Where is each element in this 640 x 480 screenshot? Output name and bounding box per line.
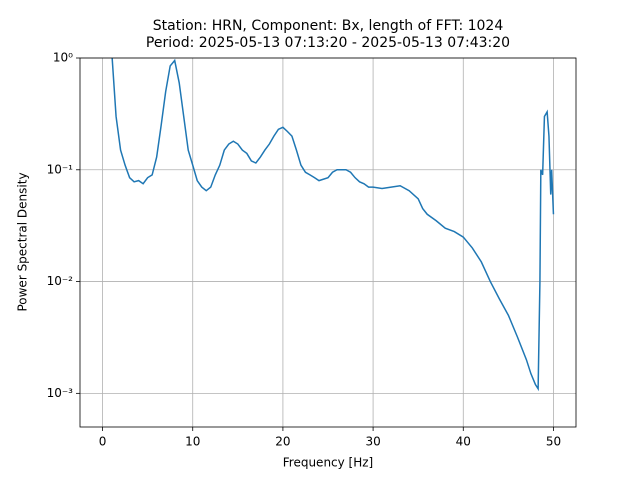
line-series [111,58,555,392]
x-axis-label: Frequency [Hz] [283,456,374,470]
x-tick-label: 30 [365,435,380,449]
chart-title: Period: 2025-05-13 07:13:20 - 2025-05-13… [146,35,510,51]
plot-frame [79,57,577,428]
x-tick-label: 0 [99,435,107,449]
y-tick-label: 10⁻² [47,274,74,288]
x-tick-label: 10 [185,435,200,449]
x-tick-label: 40 [456,435,471,449]
chart-title: Station: HRN, Component: Bx, length of F… [153,18,504,34]
y-axis-label: Power Spectral Density [16,172,30,311]
y-tick-label: 10⁻³ [47,386,74,400]
x-tick-label: 20 [275,435,290,449]
y-tick-label: 10⁰ [53,51,73,65]
x-tick-label: 50 [546,435,561,449]
y-tick-label: 10⁻¹ [47,162,74,176]
